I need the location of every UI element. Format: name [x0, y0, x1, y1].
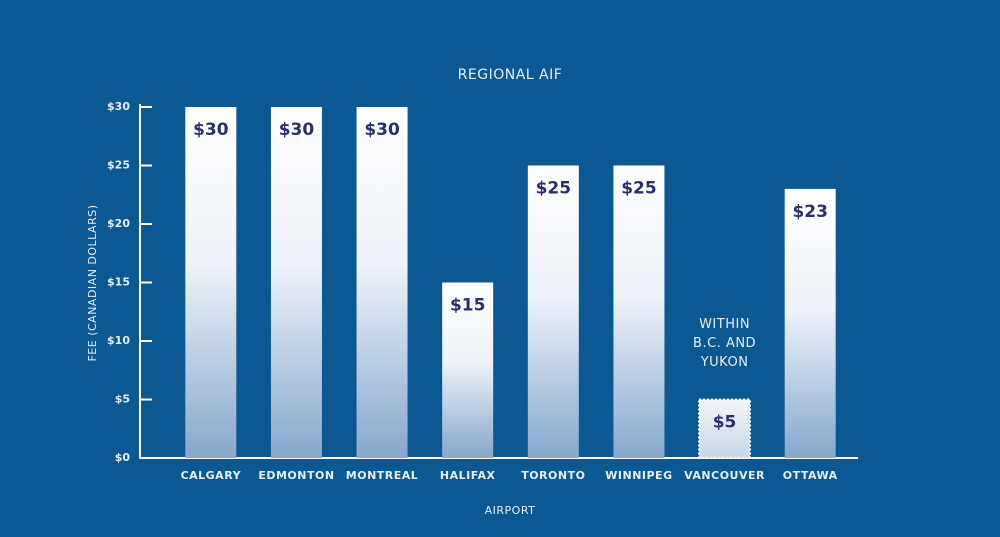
x-tick-label: MONTREAL	[346, 469, 419, 482]
annotation: WITHIN	[699, 317, 750, 332]
bar	[185, 107, 237, 458]
value-label: $30	[279, 120, 315, 140]
x-axis-title: AIRPORT	[485, 504, 536, 517]
x-tick-label: CALGARY	[181, 469, 242, 482]
bar	[356, 107, 408, 458]
value-label: $25	[621, 179, 657, 199]
y-axis-title: FEE (CANADIAN DOLLARS)	[86, 204, 99, 361]
value-label: $30	[193, 120, 229, 140]
value-label: $23	[792, 202, 828, 222]
bar	[613, 165, 665, 458]
y-tick-label: $30	[107, 100, 130, 113]
value-label: $25	[536, 179, 572, 199]
annotation: YUKON	[700, 355, 749, 370]
bar	[698, 398, 752, 459]
x-tick-label: EDMONTON	[258, 469, 334, 482]
x-tick-label: TORONTO	[521, 469, 585, 482]
value-label: $30	[364, 120, 400, 140]
bar	[270, 107, 322, 458]
value-label: $15	[450, 296, 486, 316]
annotation: B.C. AND	[693, 336, 756, 351]
y-tick-label: $15	[107, 276, 130, 289]
x-tick-label: HALIFAX	[440, 469, 496, 482]
y-tick-label: $0	[115, 451, 131, 464]
x-tick-label: VANCOUVER	[684, 469, 765, 482]
bar	[442, 282, 494, 458]
chart-title: REGIONAL AIF	[458, 67, 563, 83]
bar	[527, 165, 579, 458]
x-tick-label: WINNIPEG	[605, 469, 672, 482]
y-tick-label: $20	[107, 217, 130, 230]
value-label: $5	[713, 413, 737, 433]
x-tick-label: OTTAWA	[783, 469, 838, 482]
bar	[784, 188, 836, 458]
y-tick-label: $5	[115, 393, 130, 406]
y-tick-label: $10	[107, 334, 130, 347]
y-tick-label: $25	[107, 159, 130, 172]
